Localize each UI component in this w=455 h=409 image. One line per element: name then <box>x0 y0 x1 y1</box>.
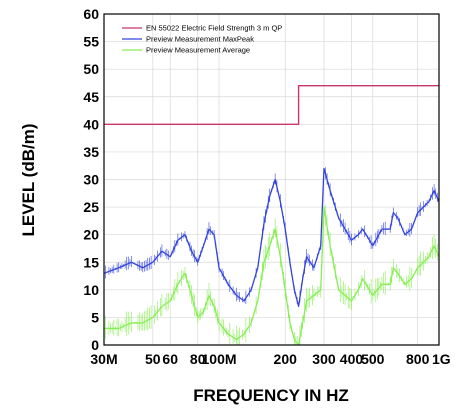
x-tick-label: 100M <box>202 351 237 367</box>
series-0 <box>104 85 439 126</box>
series-1-line <box>104 167 439 308</box>
y-tick-label: 60 <box>83 6 99 22</box>
y-tick-label: 15 <box>83 254 99 270</box>
y-tick-label: 50 <box>83 61 99 77</box>
x-tick-label: 50 <box>145 351 161 367</box>
y-tick-label: 5 <box>91 309 99 325</box>
plot-frame <box>103 13 440 346</box>
y-tick-label: 0 <box>91 337 99 353</box>
y-axis-title: LEVEL (dB/m) <box>19 123 38 236</box>
legend-label: Preview Measurement Average <box>146 46 250 55</box>
y-tick-label: 35 <box>83 144 99 160</box>
x-tick-label: 200 <box>274 351 298 367</box>
x-axis-title: FREQUENCY IN HZ <box>193 386 349 405</box>
x-tick-label: 400 <box>340 351 364 367</box>
x-tick-label: 500 <box>361 351 385 367</box>
x-tick-label: 60 <box>162 351 178 367</box>
x-tick-label: 80 <box>190 351 206 367</box>
series-1 <box>104 167 439 308</box>
x-tick-label: 1G <box>432 351 451 367</box>
y-tick-label: 10 <box>83 282 99 298</box>
y-tick-label: 55 <box>83 34 99 50</box>
series-layer <box>104 85 439 345</box>
y-tick-label: 40 <box>83 116 99 132</box>
x-tick-label: 300 <box>312 351 336 367</box>
legend-label: Preview Measurement MaxPeak <box>146 35 254 44</box>
y-tick-label: 45 <box>83 89 99 105</box>
series-2-line <box>104 206 439 345</box>
legend-label: EN 55022 Electric Field Strength 3 m QP <box>146 24 282 33</box>
series-0-line <box>104 85 439 126</box>
series-2 <box>104 204 439 345</box>
y-tick-label: 20 <box>83 227 99 243</box>
x-tick-label: 800 <box>406 351 430 367</box>
y-tick-label: 25 <box>83 199 99 215</box>
legend: EN 55022 Electric Field Strength 3 m QP P… <box>122 24 282 55</box>
y-tick-label: 30 <box>83 172 99 188</box>
y-axis-ticks: 0 5 10 15 20 25 30 35 40 45 50 55 60 <box>83 6 99 353</box>
x-tick-label: 30M <box>90 351 117 367</box>
